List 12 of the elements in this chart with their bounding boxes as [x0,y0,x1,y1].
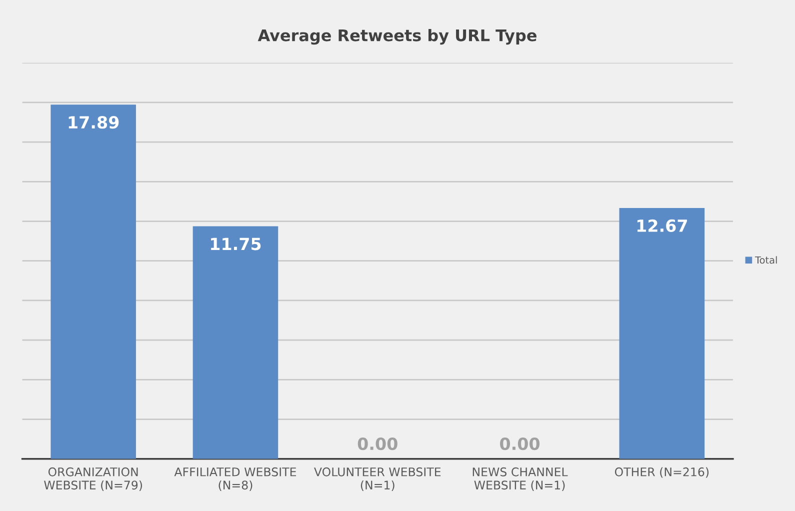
data-label: 0.00 [358,437,398,450]
legend-label: Total [754,256,777,264]
x-tick-label: ORGANIZATION WEBSITE (N=79) [44,467,142,491]
data-label: 12.67 [637,219,687,232]
x-tick-label: AFFILIATED WEBSITE (N=8) [174,467,296,491]
x-tick-label: NEWS CHANNEL WEBSITE (N=1) [472,467,568,491]
data-label: 0.00 [500,437,540,450]
x-tick-label: VOLUNTEER WEBSITE (N=1) [314,467,441,491]
data-label: 11.75 [211,238,261,250]
x-tick-label: OTHER (N=216) [614,467,709,478]
chart-title: Average Retweets by URL Type [258,29,536,45]
data-label: 17.89 [68,116,119,129]
